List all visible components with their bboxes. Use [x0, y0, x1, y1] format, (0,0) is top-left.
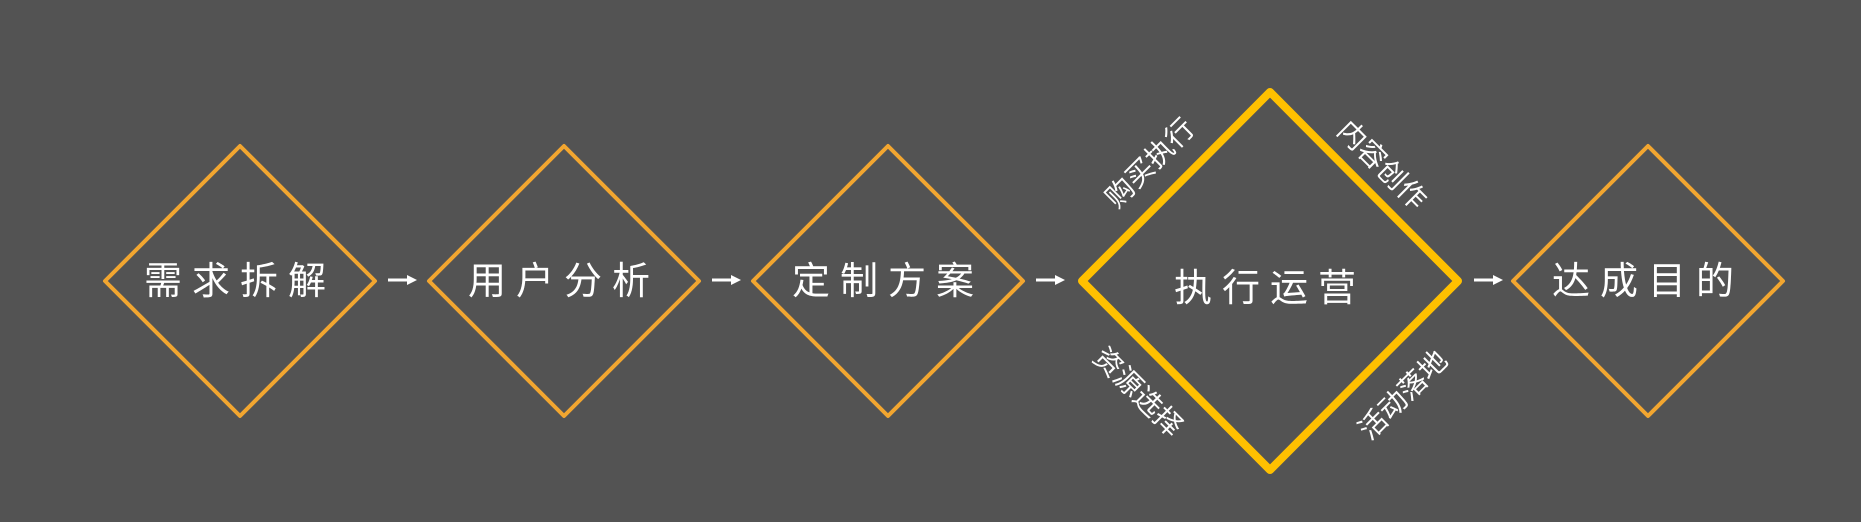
- step-label-2: 用户分析: [468, 259, 660, 303]
- edge-label-bottom-left: 资源选择: [1087, 341, 1190, 444]
- diamond-shape-5: [1511, 144, 1785, 418]
- step-label-3: 定制方案: [792, 259, 984, 303]
- diamond-shape-4: [1078, 88, 1462, 474]
- step-diamond-5: 达成目的: [1511, 144, 1785, 418]
- step-diamond-1: 需求拆解: [103, 144, 377, 418]
- step-label-4: 执行运营: [1174, 266, 1366, 310]
- step-label-1: 需求拆解: [144, 259, 336, 303]
- diamond-shape-3: [751, 144, 1025, 418]
- step-diamond-2: 用户分析: [427, 144, 701, 418]
- diamond-shape-2: [427, 144, 701, 418]
- step-diamond-3: 定制方案: [751, 144, 1025, 418]
- step-diamond-4: 执行运营 购买执行 内容创作 资源选择 活动落地: [1078, 88, 1462, 474]
- diamond-shape-1: [103, 144, 377, 418]
- step-label-5: 达成目的: [1552, 259, 1744, 303]
- edge-label-top-left: 购买执行: [1099, 112, 1202, 215]
- edge-label-bottom-right: 活动落地: [1352, 344, 1455, 447]
